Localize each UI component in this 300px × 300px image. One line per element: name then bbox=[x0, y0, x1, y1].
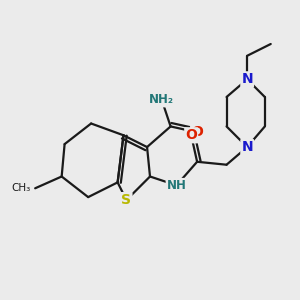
Text: S: S bbox=[122, 193, 131, 207]
Text: NH₂: NH₂ bbox=[149, 93, 174, 106]
Text: N: N bbox=[242, 72, 253, 86]
Text: O: O bbox=[185, 128, 197, 142]
Text: NH: NH bbox=[167, 179, 186, 192]
Text: O: O bbox=[191, 125, 203, 139]
Text: N: N bbox=[242, 140, 253, 154]
Text: CH₃: CH₃ bbox=[11, 183, 31, 193]
